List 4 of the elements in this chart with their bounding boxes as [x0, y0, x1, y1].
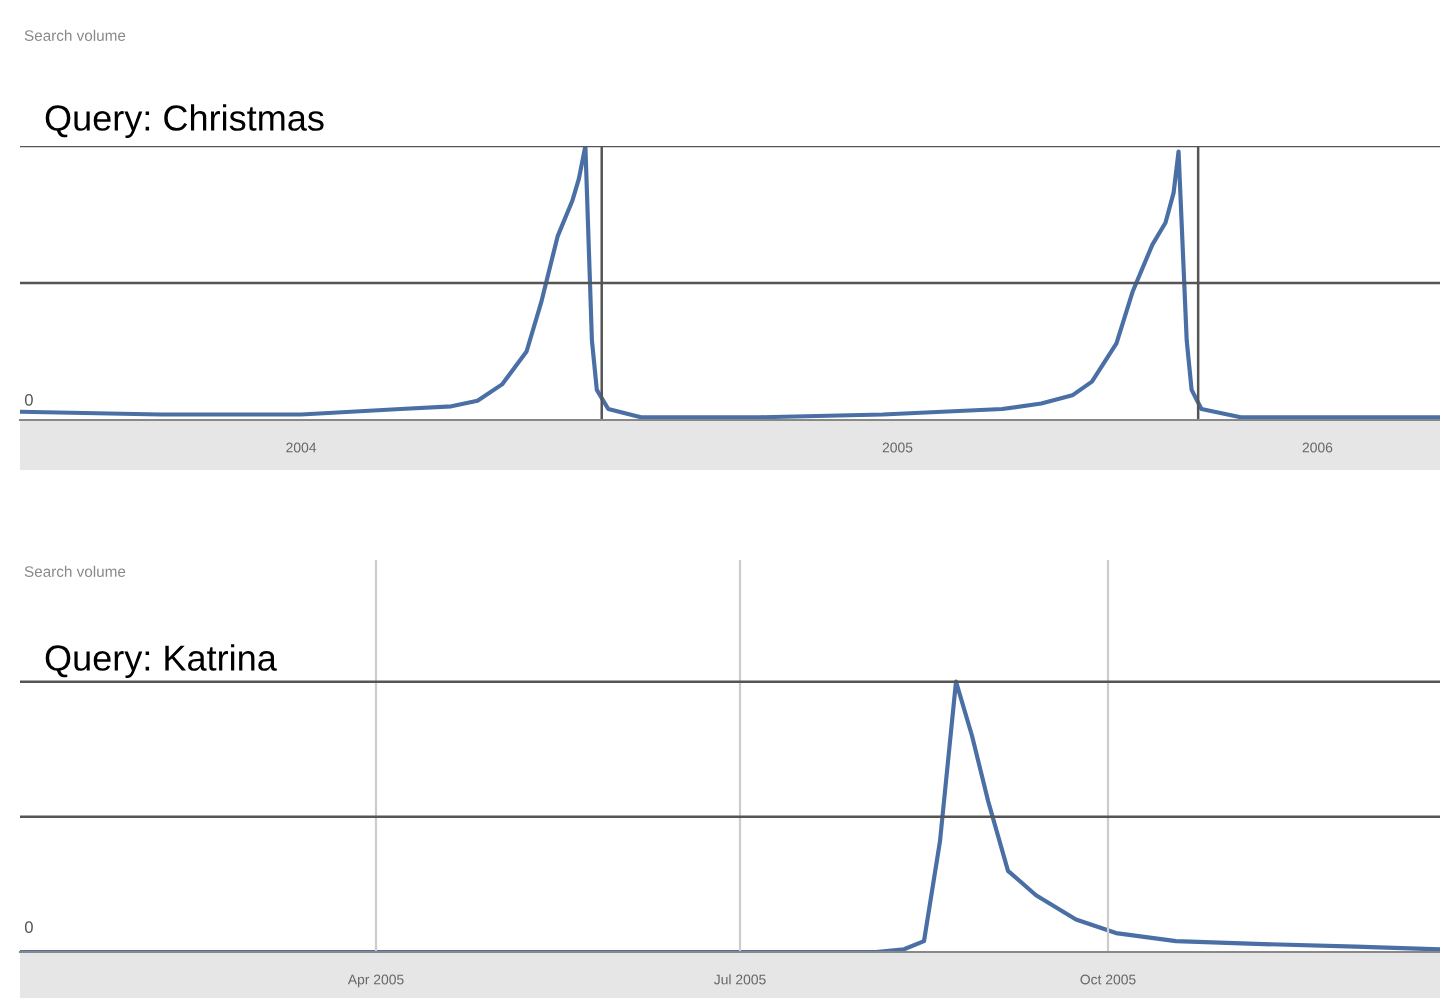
annotation: 0	[24, 921, 33, 934]
chart-title: Query: Katrina	[45, 644, 277, 678]
chart-title: Query: Christmas	[45, 104, 324, 138]
annotation: 0	[24, 393, 33, 406]
